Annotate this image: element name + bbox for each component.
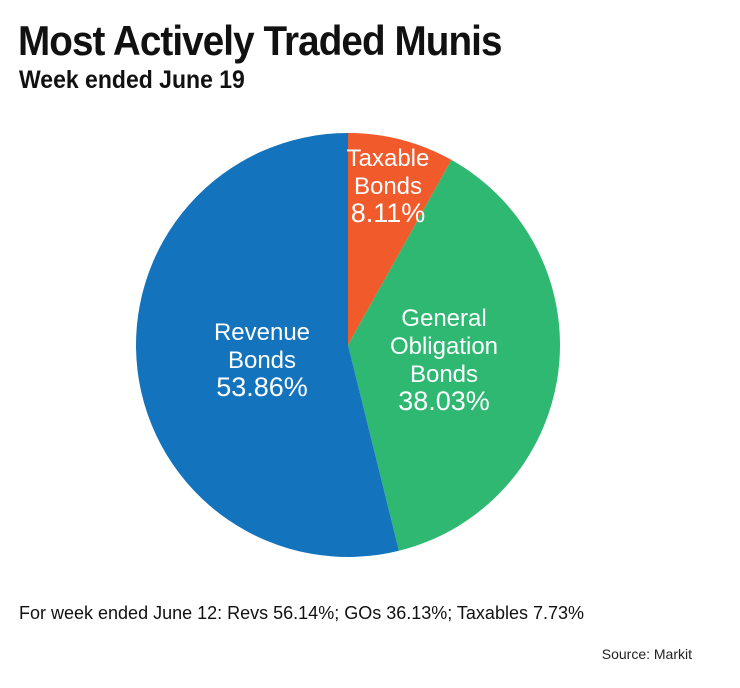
pie-slice-taxable-bonds	[348, 133, 452, 345]
slice-label-taxable-bonds: Taxable Bonds 8.11%	[347, 145, 430, 228]
pie-slice-general-obligation-bonds	[348, 159, 560, 551]
chart-subtitle: Week ended June 19	[19, 66, 245, 94]
footnote: For week ended June 12: Revs 56.14%; GOs…	[19, 603, 585, 623]
source-note: Source: Markit	[601, 646, 692, 662]
slice-label-revenue-bonds: Revenue Bonds 53.86%	[214, 319, 310, 402]
chart-title: Most Actively Traded Munis	[18, 17, 502, 64]
pie-slice-revenue-bonds	[136, 133, 399, 557]
slice-label-general-obligation-bonds: General Obligation Bonds 38.03%	[390, 305, 498, 416]
